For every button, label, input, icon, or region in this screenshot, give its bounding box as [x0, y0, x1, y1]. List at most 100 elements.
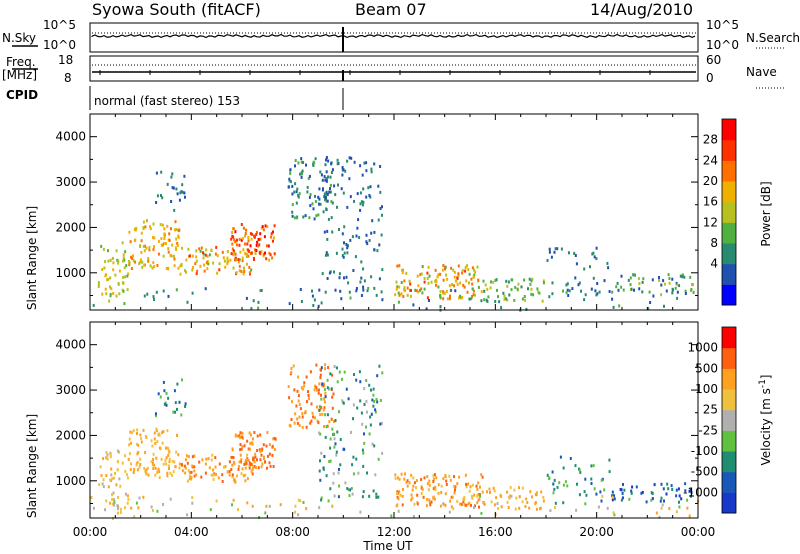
velocity-echo-cell [204, 471, 207, 475]
power-echo-cell [143, 294, 146, 298]
velocity-echo-cell [660, 482, 663, 486]
velocity-echo-cell [371, 442, 374, 446]
power-echo-cell [250, 237, 253, 241]
power-echo-cell [237, 260, 240, 264]
velocity-echo-cell [470, 503, 472, 507]
power-colorbar-tick: 20 [703, 174, 718, 188]
velocity-echo-cell [397, 509, 400, 513]
power-echo-cell [308, 174, 311, 178]
velocity-echo-cell [250, 441, 253, 445]
velocity-echo-cell [237, 467, 240, 471]
velocity-echo-cell [251, 472, 254, 476]
power-echo-cell [428, 274, 431, 278]
velocity-echo-cell [154, 414, 157, 418]
power-echo-cell [339, 289, 342, 293]
velocity-echo-cell [146, 466, 149, 470]
power-echo-cell [176, 192, 179, 196]
power-echo-cell [638, 287, 641, 291]
velocity-echo-cell [478, 505, 480, 509]
velocity-echo-cell [242, 474, 245, 478]
velocity-echo-cell [398, 490, 401, 494]
power-echo-cell [178, 198, 181, 202]
velocity-echo-cell [326, 424, 329, 428]
power-echo-cell [342, 191, 345, 195]
velocity-echo-cell [319, 373, 322, 377]
velocity-echo-cell [437, 491, 440, 495]
power-echo-cell [615, 285, 618, 289]
velocity-echo-cell [140, 437, 143, 441]
velocity-echo-cell [251, 504, 254, 508]
power-echo-cell [148, 248, 151, 252]
power-ytick-label: 3000 [55, 175, 86, 189]
velocity-echo-cell [246, 439, 249, 443]
velocity-echo-cell [372, 489, 375, 493]
velocity-echo-cell [297, 513, 300, 517]
power-echo-cell [110, 287, 113, 291]
velocity-echo-cell [476, 501, 479, 505]
velocity-echo-cell [324, 367, 326, 371]
power-echo-cell [412, 303, 415, 307]
velocity-echo-cell [415, 479, 418, 483]
velocity-echo-cell [128, 437, 131, 441]
velocity-echo-cell [248, 464, 251, 467]
velocity-echo-cell [245, 462, 248, 466]
power-echo-cell [370, 275, 373, 279]
power-echo-cell [126, 288, 129, 292]
power-echo-cell [583, 298, 586, 302]
power-echo-cell [345, 243, 348, 246]
power-echo-cell [471, 287, 474, 291]
power-echo-cell [439, 290, 442, 294]
power-echo-cell [123, 302, 126, 306]
velocity-echo-cell [290, 370, 293, 374]
power-echo-cell [311, 202, 314, 206]
velocity-echo-cell [130, 462, 133, 466]
velocity-echo-cell [513, 488, 516, 492]
power-echo-cell [208, 253, 211, 257]
power-echo-cell [308, 216, 311, 220]
power-colorbar-segment [722, 222, 736, 244]
power-echo-cell [162, 241, 165, 245]
power-echo-cell [112, 261, 115, 265]
velocity-echo-cell [298, 415, 301, 419]
velocity-echo-cell [448, 510, 451, 514]
velocity-echo-cell [323, 382, 325, 386]
power-echo-cell [370, 231, 373, 235]
velocity-echo-cell [316, 388, 319, 392]
power-echo-cell [205, 248, 208, 252]
velocity-echo-cell [435, 476, 438, 480]
velocity-echo-cell [185, 454, 188, 458]
velocity-echo-cell [126, 494, 129, 498]
power-echo-cell [590, 287, 593, 291]
velocity-echo-cell [208, 466, 211, 470]
x-tick-label: 04:00 [174, 525, 209, 539]
velocity-echo-cell [169, 497, 172, 501]
power-echo-cell [191, 254, 194, 258]
power-echo-cell [633, 288, 635, 292]
velocity-echo-cell [329, 446, 332, 450]
velocity-echo-cell [374, 473, 377, 477]
power-echo-cell [140, 251, 143, 254]
power-echo-cell [684, 292, 687, 295]
power-echo-cell [690, 288, 693, 291]
velocity-echo-cell [191, 455, 194, 459]
velocity-echo-cell [328, 420, 331, 424]
power-echo-cell [397, 300, 400, 304]
velocity-echo-cell [396, 492, 398, 495]
power-echo-cell [454, 289, 457, 293]
velocity-echo-cell [620, 498, 623, 502]
power-echo-cell [238, 264, 241, 268]
power-echo-cell [245, 255, 248, 258]
power-echo-cell [253, 234, 256, 238]
velocity-echo-cell [228, 470, 231, 473]
power-echo-cell [124, 250, 127, 254]
velocity-echo-cell [193, 474, 196, 478]
velocity-echo-cell [292, 364, 295, 368]
power-echo-cell [514, 285, 517, 289]
velocity-echo-cell [295, 404, 298, 408]
power-cbar-label: Power [dB] [759, 181, 773, 246]
power-echo-cell [101, 292, 104, 296]
velocity-echo-cell [207, 457, 210, 461]
power-echo-cell [231, 231, 234, 234]
power-echo-cell [291, 192, 294, 196]
